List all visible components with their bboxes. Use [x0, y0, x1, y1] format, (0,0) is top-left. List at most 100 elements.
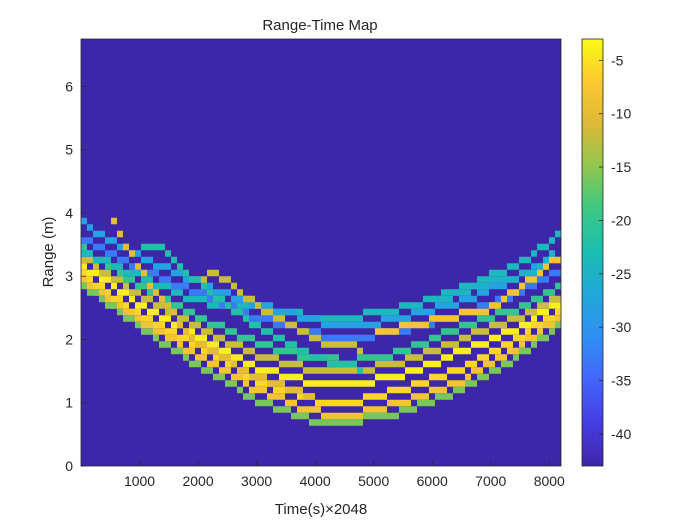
heatmap-cell: [189, 347, 195, 355]
heatmap-cell: [297, 360, 303, 368]
heatmap-cell: [525, 269, 531, 277]
heatmap-cell: [333, 367, 339, 374]
heatmap-cell: [465, 380, 471, 387]
heatmap-cell: [525, 334, 531, 342]
heatmap-cell: [459, 289, 465, 296]
heatmap-cell: [231, 380, 237, 387]
heatmap-cell: [141, 295, 147, 303]
heatmap-cell: [321, 334, 327, 342]
heatmap-cell: [483, 276, 489, 283]
heatmap-cell: [549, 302, 555, 309]
heatmap-cell: [207, 321, 213, 329]
heatmap-cell: [291, 321, 297, 329]
colorbar-ticks: -5 -10 -15 -20 -25 -30 -35 -40: [599, 52, 631, 442]
y-tick-label: 1: [65, 395, 73, 411]
heatmap-cell: [555, 256, 561, 264]
heatmap-cell: [189, 334, 195, 342]
heatmap-cell: [399, 373, 405, 381]
heatmap-cell: [153, 269, 159, 277]
heatmap-cell: [261, 367, 267, 374]
heatmap-cell: [225, 347, 231, 355]
heatmap-cell: [489, 334, 495, 342]
heatmap-cell: [117, 302, 123, 309]
heatmap-cell: [441, 315, 447, 322]
heatmap-cell: [135, 289, 141, 296]
heatmap-cell: [363, 367, 369, 374]
heatmap-cell: [279, 386, 285, 394]
heatmap-cell: [369, 412, 375, 420]
y-tick-label: 2: [65, 331, 73, 347]
heatmap-cell: [471, 321, 477, 329]
heatmap-cell: [465, 373, 471, 381]
heatmap-cell: [189, 360, 195, 368]
heatmap-cell: [363, 308, 369, 316]
heatmap-cell: [435, 360, 441, 368]
heatmap-cell: [243, 373, 249, 381]
heatmap-cell: [171, 321, 177, 329]
heatmap-cell: [303, 380, 309, 387]
heatmap-cell: [399, 399, 405, 407]
heatmap-cell: [111, 276, 117, 283]
heatmap-cell: [423, 341, 429, 348]
heatmap-cell: [411, 380, 417, 387]
heatmap-cell: [471, 308, 477, 316]
heatmap-cell: [129, 289, 135, 296]
heatmap-cell: [459, 295, 465, 303]
heatmap-cell: [303, 367, 309, 374]
heatmap-cell: [159, 315, 165, 322]
heatmap-cell: [411, 321, 417, 329]
heatmap-cell: [495, 302, 501, 309]
heatmap-cell: [477, 302, 483, 309]
heatmap-cell: [243, 393, 249, 400]
heatmap-cell: [345, 367, 351, 374]
heatmap-cell: [381, 328, 387, 335]
heatmap-cell: [339, 419, 345, 426]
heatmap-cell: [273, 393, 279, 400]
heatmap-cell: [465, 360, 471, 368]
x-tick-label: 5000: [358, 473, 389, 489]
heatmap-cell: [219, 354, 225, 361]
heatmap-cell: [333, 399, 339, 407]
heatmap-cell: [201, 347, 207, 355]
heatmap-cell: [423, 321, 429, 329]
heatmap-cell: [357, 367, 363, 374]
heatmap-cell: [357, 354, 363, 361]
heatmap-cell: [171, 282, 177, 290]
heatmap-cell: [501, 282, 507, 290]
heatmap-cell: [273, 406, 279, 413]
heatmap-cell: [501, 354, 507, 361]
heatmap-cell: [129, 276, 135, 283]
heatmap-cell: [555, 308, 561, 316]
heatmap-cell: [261, 308, 267, 316]
heatmap-cell: [477, 341, 483, 348]
heatmap-cell: [405, 315, 411, 322]
heatmap-cell: [273, 334, 279, 342]
heatmap-cell: [183, 282, 189, 290]
heatmap-cell: [459, 321, 465, 329]
heatmap-cell: [189, 328, 195, 335]
heatmap-cell: [501, 328, 507, 335]
heatmap-cell: [501, 308, 507, 316]
heatmap-cell: [453, 302, 459, 309]
plot-frame: [80, 38, 562, 467]
heatmap-cell: [519, 289, 525, 296]
heatmap-cell: [417, 367, 423, 374]
heatmap-cell: [183, 269, 189, 277]
heatmap-cell: [423, 360, 429, 368]
heatmap-cell: [87, 256, 93, 264]
heatmap-cell: [177, 269, 183, 277]
heatmap-cell: [93, 282, 99, 290]
x-axis-label: Time(s)×2048: [275, 501, 367, 518]
heatmap-cell: [285, 406, 291, 413]
heatmap-cell: [201, 315, 207, 322]
heatmap-cell: [219, 334, 225, 342]
heatmap-cell: [483, 308, 489, 316]
heatmap-cell: [369, 406, 375, 413]
heatmap-cell: [135, 250, 141, 257]
heatmap-cell: [135, 302, 141, 309]
heatmap-cell: [147, 295, 153, 303]
heatmap-cell: [429, 399, 435, 407]
heatmap-cell: [237, 334, 243, 342]
heatmap-cell: [117, 276, 123, 283]
heatmap-cell: [447, 354, 453, 361]
